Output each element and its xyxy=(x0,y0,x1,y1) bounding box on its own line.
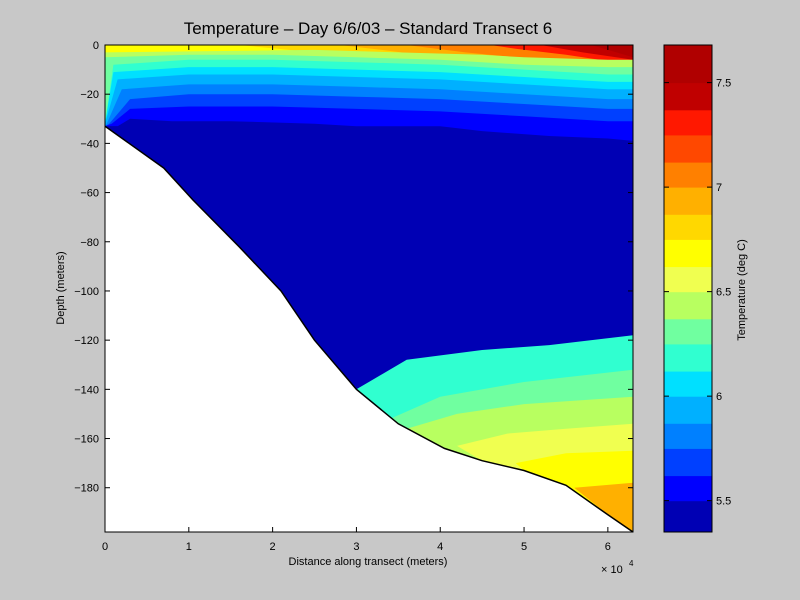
colorbar-swatch xyxy=(664,134,712,163)
colorbar-swatch xyxy=(664,162,712,188)
cold-core-band xyxy=(159,159,298,242)
x-axis-exponent-power: 4 xyxy=(629,559,634,568)
colorbar-swatch xyxy=(664,500,712,533)
x-tick-label: 4 xyxy=(437,541,443,553)
colorbar-tick-label: 7.5 xyxy=(716,78,731,90)
colorbar-swatch xyxy=(664,109,712,136)
chart-title: Temperature – Day 6/6/03 – Standard Tran… xyxy=(184,19,553,38)
colorbar-swatch xyxy=(664,82,712,111)
colorbar-swatch xyxy=(664,423,712,449)
colorbar-swatches xyxy=(664,45,712,533)
y-tick-label: −80 xyxy=(80,237,99,249)
y-tick-label: −160 xyxy=(74,434,99,446)
colorbar-tick-label: 6.5 xyxy=(716,287,731,299)
colorbar-swatch xyxy=(664,266,712,293)
y-tick-label: −20 xyxy=(80,89,99,101)
y-tick-label: 0 xyxy=(93,40,99,52)
x-tick-label: 1 xyxy=(186,541,192,553)
y-axis-label: Depth (meters) xyxy=(55,251,67,324)
colorbar-swatch xyxy=(664,291,712,320)
x-tick-label: 6 xyxy=(605,541,611,553)
seafloor-land xyxy=(105,126,633,532)
colorbar-swatch xyxy=(664,448,712,477)
colorbar-swatch xyxy=(664,187,712,215)
colorbar-swatch xyxy=(664,475,712,502)
colorbar-tick-label: 7 xyxy=(716,182,722,194)
y-tick-label: −40 xyxy=(80,138,99,150)
seafloor-profile xyxy=(104,125,634,533)
y-tick-label: −60 xyxy=(80,188,99,200)
colorbar-swatch xyxy=(664,318,712,345)
x-axis: 0 1 2 3 4 5 6 xyxy=(102,45,611,553)
plot-frame xyxy=(104,44,634,533)
colorbar-swatch xyxy=(664,45,712,84)
colorbar-label: Temperature (deg C) xyxy=(736,239,748,341)
colorbar-swatch xyxy=(664,239,712,268)
surface-warm-band xyxy=(591,45,633,58)
colorbar: 5.5 6 6.5 7 7.5 Temperature (deg C) xyxy=(663,44,748,533)
colorbar-swatch xyxy=(664,396,712,424)
y-tick-label: −140 xyxy=(74,384,99,396)
x-axis-exponent: × 10 4 xyxy=(601,559,634,576)
colorbar-tick-label: 6 xyxy=(716,391,722,403)
colorbar-swatch xyxy=(664,343,712,372)
temperature-contour-bands xyxy=(105,45,633,532)
x-tick-label: 2 xyxy=(270,541,276,553)
colorbar-ticks: 5.5 6 6.5 7 7.5 xyxy=(664,78,731,508)
colorbar-tick-label: 5.5 xyxy=(716,496,731,508)
y-tick-label: −100 xyxy=(74,286,99,298)
y-tick-label: −180 xyxy=(74,483,99,495)
plot-area xyxy=(104,44,634,533)
x-tick-label: 0 xyxy=(102,541,108,553)
colorbar-frame xyxy=(663,44,713,533)
y-axis: 0 −20 −40 −60 −80 −100 −120 −140 −160 −180 xyxy=(74,40,633,495)
y-tick-label: −120 xyxy=(74,335,99,347)
x-tick-label: 5 xyxy=(521,541,527,553)
x-tick-label: 3 xyxy=(353,541,359,553)
x-axis-exponent-base: × 10 xyxy=(601,564,623,576)
x-axis-label: Distance along transect (meters) xyxy=(289,556,448,568)
colorbar-swatch xyxy=(664,214,712,240)
colorbar-swatch xyxy=(664,371,712,397)
deep-warm-band xyxy=(574,482,633,532)
